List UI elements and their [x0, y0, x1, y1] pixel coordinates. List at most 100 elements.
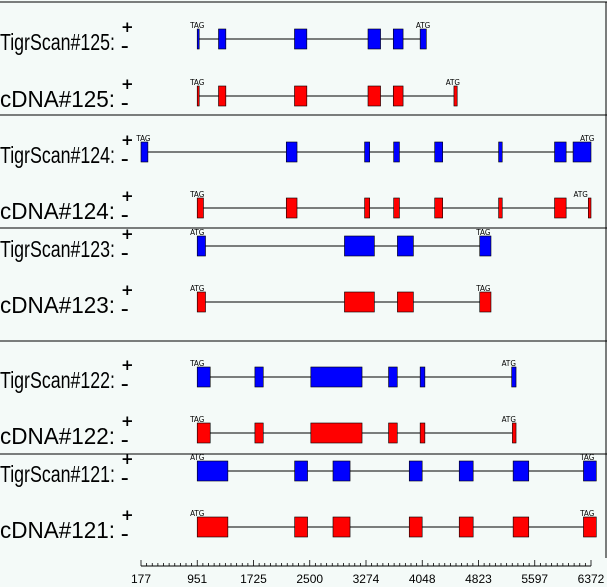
- exon-block: [364, 141, 370, 163]
- exon-block: [294, 85, 308, 107]
- stop-codon-label: TAG: [579, 509, 594, 518]
- axis-tick-label: 5597: [521, 572, 548, 586]
- start-codon-label: ATG: [190, 453, 204, 462]
- minus-strand-symbol: –: [121, 206, 129, 224]
- minus-strand-symbol: –: [121, 431, 129, 449]
- exon-block: [367, 28, 381, 50]
- start-codon-label: ATG: [580, 134, 594, 143]
- stop-codon-label: TAG: [475, 284, 490, 293]
- exon-block: [294, 516, 308, 538]
- cdna-track-122: cDNA#122: +– TAG ATG: [0, 412, 517, 449]
- exon-block: [310, 366, 363, 388]
- exon-block: [388, 422, 398, 444]
- exon-block: [512, 422, 517, 444]
- exon-block: [332, 516, 351, 538]
- start-codon-label: ATG: [190, 509, 204, 518]
- exon-block: [196, 366, 211, 388]
- plus-strand-symbol: +: [121, 18, 134, 36]
- exon-block: [583, 516, 597, 538]
- track-label: cDNA#123:: [0, 292, 115, 318]
- stop-codon-label: TAG: [189, 415, 204, 424]
- plus-strand-symbol: +: [121, 412, 134, 430]
- exon-block: [218, 85, 227, 107]
- exon-block: [285, 197, 298, 219]
- exon-block: [196, 28, 200, 50]
- axis-tick-label: 951: [187, 572, 207, 586]
- exon-block: [458, 516, 474, 538]
- exon-block: [397, 291, 414, 313]
- stop-codon-label: TAG: [135, 134, 150, 143]
- track-label: TigrScan#123:: [0, 236, 115, 262]
- exon-block: [554, 141, 567, 163]
- stop-codon-label: TAG: [189, 21, 204, 30]
- stop-codon-label: TAG: [579, 453, 594, 462]
- axis-tick-label: 177: [131, 572, 151, 586]
- minus-strand-symbol: –: [121, 94, 129, 112]
- tigrscan-track-121: TigrScan#121: +– ATG TAG: [0, 450, 597, 487]
- exon-block: [218, 28, 227, 50]
- start-codon-label: ATG: [190, 284, 204, 293]
- start-codon-label: ATG: [190, 228, 204, 237]
- exon-block: [479, 235, 492, 257]
- start-codon-label: ATG: [446, 78, 460, 87]
- tigrscan-track-122: TigrScan#122: +– TAG ATG: [0, 356, 517, 393]
- axis-tick-label: 4048: [409, 572, 436, 586]
- exon-block: [196, 460, 229, 482]
- stop-codon-label: TAG: [189, 359, 204, 368]
- exon-block: [393, 197, 400, 219]
- exon-block: [408, 516, 423, 538]
- exon-block: [367, 85, 381, 107]
- exon-block: [196, 235, 206, 257]
- plus-strand-symbol: +: [121, 450, 134, 468]
- exon-block: [285, 141, 298, 163]
- exon-block: [140, 141, 149, 163]
- exon-block: [419, 366, 426, 388]
- exon-block: [310, 422, 363, 444]
- exon-block: [479, 291, 492, 313]
- plus-strand-symbol: +: [121, 131, 134, 149]
- exon-block: [344, 235, 375, 257]
- exon-block: [393, 141, 400, 163]
- minus-strand-symbol: –: [121, 150, 129, 168]
- tigrscan-track-125: TigrScan#125: +– TAG ATG: [0, 18, 430, 55]
- exon-block: [364, 197, 370, 219]
- exon-block: [554, 197, 567, 219]
- exon-block: [498, 141, 503, 163]
- track-label: TigrScan#122:: [0, 367, 115, 393]
- exon-block: [511, 366, 517, 388]
- minus-strand-symbol: –: [121, 525, 129, 543]
- exon-block: [434, 141, 443, 163]
- track-label: TigrScan#125:: [0, 29, 115, 55]
- start-codon-label: ATG: [416, 21, 430, 30]
- exon-block: [498, 197, 503, 219]
- plus-strand-symbol: +: [121, 75, 134, 93]
- exon-block: [254, 422, 264, 444]
- exon-block: [512, 516, 530, 538]
- exon-block: [294, 460, 308, 482]
- start-codon-label: ATG: [502, 359, 516, 368]
- cdna-track-123: cDNA#123: +– ATG TAG: [0, 281, 492, 318]
- cdna-track-121: cDNA#121: +– ATG TAG: [0, 506, 597, 543]
- track-label: cDNA#122:: [0, 423, 115, 449]
- exon-block: [392, 28, 404, 50]
- exon-block: [254, 366, 264, 388]
- track-label: TigrScan#124:: [0, 142, 115, 168]
- exon-block: [572, 141, 592, 163]
- track-label: cDNA#125:: [0, 86, 115, 112]
- minus-strand-symbol: –: [121, 469, 129, 487]
- exon-block: [332, 460, 351, 482]
- track-label: cDNA#124:: [0, 198, 115, 224]
- plus-strand-symbol: +: [121, 225, 134, 243]
- exon-block: [408, 460, 423, 482]
- plus-strand-symbol: +: [121, 356, 134, 374]
- exon-block: [419, 422, 426, 444]
- exon-block: [196, 291, 206, 313]
- plus-strand-symbol: +: [121, 187, 134, 205]
